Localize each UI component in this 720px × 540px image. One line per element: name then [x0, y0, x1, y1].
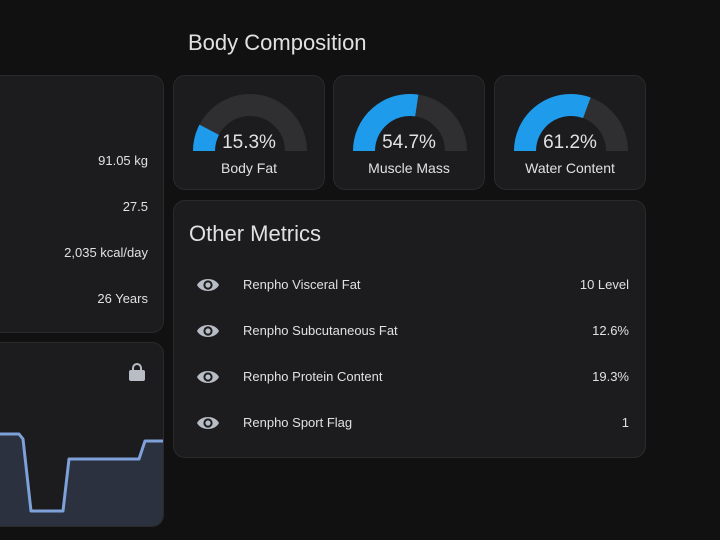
eye-icon: [197, 279, 219, 291]
gauge-card-muscle-mass[interactable]: 54.7% Muscle Mass: [333, 75, 485, 190]
history-graph: [0, 432, 163, 526]
gauge-fill: [514, 94, 591, 152]
eye-icon: [197, 325, 219, 337]
metric-name: Renpho Visceral Fat: [243, 277, 361, 292]
history-graph-card[interactable]: [0, 342, 164, 527]
gauge-label: Body Fat: [220, 160, 278, 176]
water-content-gauge: [514, 94, 628, 152]
gauge-card-water-content[interactable]: 61.2% Water Content: [494, 75, 646, 190]
weight-value: 91.05 kg: [98, 153, 148, 168]
history-graph-line: [0, 432, 163, 513]
eye-icon: [197, 371, 219, 383]
metabolism-value: 2,035 kcal/day: [64, 245, 148, 260]
metric-row-visceral-fat[interactable]: Renpho Visceral Fat 10 Level: [174, 265, 645, 305]
metric-value: 12.6%: [592, 323, 629, 338]
body-fat-gauge: [193, 94, 307, 152]
metric-row-sport-flag[interactable]: Renpho Sport Flag 1: [174, 403, 645, 443]
metric-name: Renpho Sport Flag: [243, 415, 353, 430]
lock-icon[interactable]: [127, 363, 147, 381]
muscle-mass-gauge: [353, 94, 467, 152]
metric-row-protein-content[interactable]: Renpho Protein Content 19.3%: [174, 357, 645, 397]
other-metrics-card: Other Metrics Renpho Visceral Fat 10 Lev…: [173, 200, 646, 458]
gauge-value: 61.2%: [543, 132, 597, 153]
person-info-card: 91.05 kg 27.5 2,035 kcal/day 26 Years: [0, 75, 164, 333]
gauge-value: 15.3%: [222, 132, 276, 153]
metric-value: 1: [621, 415, 629, 430]
other-metrics-title: Other Metrics: [189, 221, 322, 246]
gauge-label: Muscle Mass: [368, 160, 450, 176]
gauge-label: Water Content: [525, 160, 615, 176]
bmi-value: 27.5: [122, 199, 148, 214]
metric-name: Renpho Subcutaneous Fat: [243, 323, 398, 338]
gauge-card-body-fat[interactable]: 15.3% Body Fat: [173, 75, 325, 190]
metric-value: 19.3%: [592, 369, 629, 384]
gauge-value: 54.7%: [382, 132, 436, 153]
history-graph-fill: [0, 434, 163, 526]
section-title: Body Composition: [188, 30, 367, 55]
gauge-fill: [353, 94, 419, 152]
metric-value: 10 Level: [579, 277, 629, 292]
age-value: 26 Years: [97, 291, 148, 306]
metric-row-subcutaneous-fat[interactable]: Renpho Subcutaneous Fat 12.6%: [174, 311, 645, 351]
eye-icon: [197, 417, 219, 429]
gauge-fill: [193, 124, 220, 152]
metric-name: Renpho Protein Content: [243, 369, 383, 384]
